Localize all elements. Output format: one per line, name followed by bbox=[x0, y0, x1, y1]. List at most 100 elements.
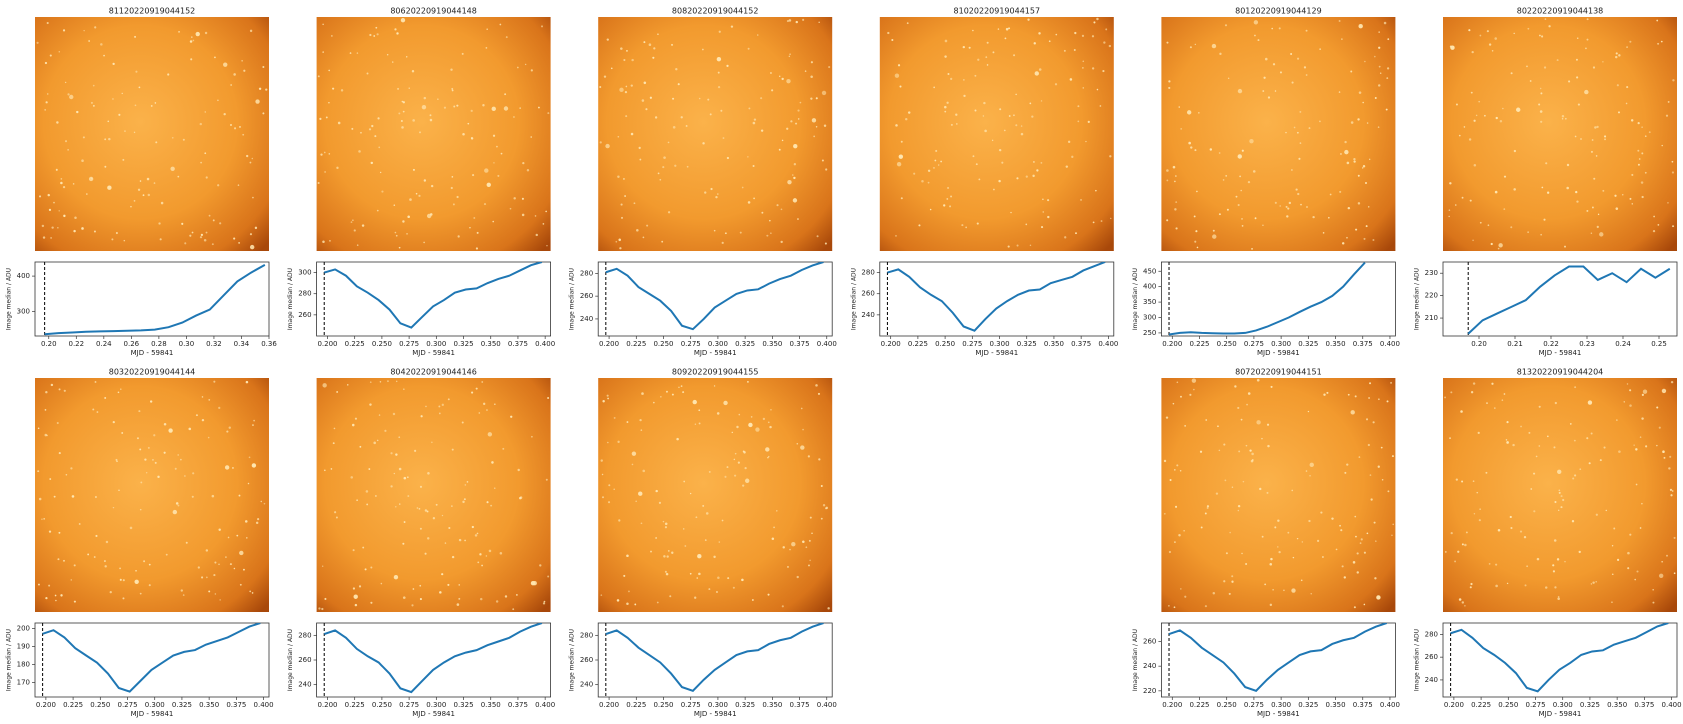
star bbox=[767, 593, 770, 596]
star bbox=[1296, 537, 1299, 540]
star bbox=[485, 555, 488, 557]
star bbox=[1602, 189, 1605, 192]
star bbox=[1631, 203, 1634, 205]
x-tick-label: 0.225 bbox=[345, 340, 365, 348]
star bbox=[142, 194, 145, 197]
star bbox=[809, 516, 812, 519]
star bbox=[1503, 393, 1506, 395]
star bbox=[633, 202, 636, 205]
star bbox=[1218, 213, 1221, 216]
star bbox=[747, 156, 749, 158]
star bbox=[1665, 114, 1669, 117]
x-tick-label: 0.325 bbox=[454, 701, 474, 709]
star bbox=[199, 122, 202, 126]
star bbox=[1257, 39, 1260, 42]
star bbox=[1206, 505, 1210, 508]
star bbox=[1358, 91, 1362, 94]
star bbox=[208, 214, 211, 217]
star bbox=[63, 389, 66, 392]
star bbox=[1288, 201, 1292, 205]
star bbox=[1256, 420, 1261, 425]
star bbox=[1212, 592, 1216, 595]
star bbox=[1300, 203, 1302, 206]
star bbox=[247, 482, 250, 485]
star bbox=[1670, 494, 1673, 497]
star bbox=[963, 94, 966, 98]
star bbox=[1306, 206, 1308, 208]
star bbox=[86, 193, 88, 195]
star bbox=[1252, 170, 1256, 173]
star bbox=[400, 17, 406, 23]
data-line bbox=[605, 262, 824, 331]
star bbox=[393, 204, 396, 206]
x-tick-label: 0.23 bbox=[1579, 340, 1595, 348]
star bbox=[423, 96, 427, 100]
star bbox=[769, 219, 771, 222]
star bbox=[755, 427, 760, 432]
star bbox=[744, 478, 750, 483]
star bbox=[1042, 198, 1044, 201]
star bbox=[1270, 385, 1273, 388]
star bbox=[368, 468, 371, 471]
star bbox=[1082, 87, 1085, 89]
star bbox=[993, 188, 995, 191]
star bbox=[402, 220, 405, 223]
y-tick-label: 280 bbox=[1425, 630, 1438, 638]
star bbox=[1495, 584, 1498, 588]
star bbox=[657, 33, 659, 36]
star bbox=[377, 117, 380, 120]
star bbox=[984, 129, 987, 133]
x-tick-label: 0.325 bbox=[1298, 340, 1318, 348]
y-axis-label: Image median / ADU bbox=[1414, 629, 1421, 691]
y-tick-label: 190 bbox=[17, 642, 30, 650]
star bbox=[680, 385, 683, 387]
star bbox=[1509, 515, 1512, 519]
star bbox=[65, 473, 68, 476]
star bbox=[88, 40, 90, 42]
star bbox=[1386, 400, 1389, 403]
star bbox=[175, 502, 179, 505]
star bbox=[62, 29, 66, 32]
star bbox=[722, 137, 725, 139]
star bbox=[605, 143, 610, 149]
x-tick-label: 0.400 bbox=[1380, 701, 1400, 709]
y-tick-label: 240 bbox=[861, 311, 874, 319]
star bbox=[111, 238, 114, 241]
star bbox=[201, 418, 205, 422]
star bbox=[1666, 554, 1668, 557]
star bbox=[1328, 216, 1330, 219]
star bbox=[1454, 204, 1457, 206]
star bbox=[1595, 155, 1598, 157]
star bbox=[208, 590, 211, 593]
star bbox=[265, 88, 268, 91]
star bbox=[753, 118, 757, 121]
panel-title: 80620220919044148 bbox=[390, 7, 477, 16]
star bbox=[1641, 393, 1644, 396]
star bbox=[1008, 115, 1011, 117]
star bbox=[1360, 538, 1363, 541]
x-tick-label: 0.275 bbox=[399, 340, 419, 348]
star bbox=[1512, 443, 1515, 447]
star bbox=[1590, 432, 1593, 435]
star bbox=[1174, 541, 1176, 543]
star bbox=[374, 135, 377, 138]
star bbox=[251, 463, 257, 468]
star bbox=[935, 149, 938, 153]
star bbox=[1590, 232, 1593, 234]
star bbox=[41, 224, 45, 228]
star bbox=[1390, 381, 1392, 384]
star bbox=[1262, 90, 1265, 92]
star bbox=[1635, 483, 1638, 486]
star bbox=[502, 447, 505, 450]
star bbox=[94, 496, 97, 499]
star bbox=[496, 145, 498, 148]
star bbox=[356, 244, 359, 246]
star bbox=[974, 109, 977, 112]
x-tick-label: 0.34 bbox=[234, 340, 250, 348]
y-tick-label: 300 bbox=[17, 307, 30, 315]
star bbox=[1175, 505, 1178, 508]
star bbox=[1272, 589, 1274, 591]
star bbox=[1298, 157, 1301, 160]
star bbox=[741, 578, 744, 582]
